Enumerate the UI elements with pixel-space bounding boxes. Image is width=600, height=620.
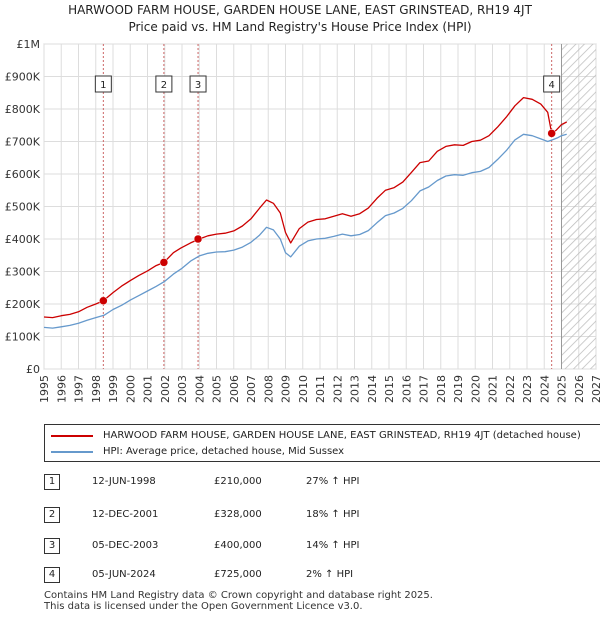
x-tick-label: 1998 bbox=[90, 375, 103, 403]
forecast-region bbox=[561, 44, 596, 369]
y-tick-label: £300K bbox=[5, 266, 41, 279]
x-tick-label: 2013 bbox=[349, 375, 362, 403]
footer: Contains HM Land Registry data © Crown c… bbox=[44, 590, 433, 612]
sale-price-2: £328,000 bbox=[214, 509, 262, 520]
footer-licence: This data is licensed under the Open Gov… bbox=[44, 601, 363, 612]
sale-label-box-4 bbox=[543, 75, 561, 93]
y-tick-label: £100K bbox=[5, 331, 41, 344]
x-tick-label: 1995 bbox=[38, 375, 51, 403]
x-tick-label: 1997 bbox=[73, 375, 86, 403]
x-tick-label: 2019 bbox=[452, 375, 465, 403]
x-tick-label: 2014 bbox=[366, 375, 379, 403]
x-tick-label: 2001 bbox=[142, 375, 155, 403]
x-tick-label: 2004 bbox=[193, 375, 206, 403]
grid bbox=[43, 43, 597, 370]
sale-row-4: 4 05-JUN-2024 £725,000 2% ↑ HPI bbox=[44, 565, 444, 585]
forecast-hatch bbox=[561, 44, 596, 369]
legend-swatch-property bbox=[51, 435, 93, 437]
sale-hpi-3: 14% ↑ HPI bbox=[306, 540, 360, 551]
sale-badge-3: 3 bbox=[44, 538, 60, 554]
y-axis-ticks: £0 £100K £200K £300K £400K £500K £600K £700K £80… bbox=[5, 38, 41, 376]
x-tick-label: 2011 bbox=[314, 375, 327, 403]
x-tick-label: 2005 bbox=[211, 375, 224, 403]
x-tick-label: 2017 bbox=[418, 375, 431, 403]
y-tick-label: £200K bbox=[5, 298, 41, 311]
x-axis-ticks: 1995 1996 1997 1998 1999 2000 2001 2002 2003 2004… bbox=[38, 375, 600, 403]
x-tick-label: 2010 bbox=[297, 375, 310, 403]
x-tick-label: 2002 bbox=[159, 375, 172, 403]
sale-hpi-2: 18% ↑ HPI bbox=[306, 509, 360, 520]
sale-point-1 bbox=[99, 296, 108, 305]
sale-badge-2: 2 bbox=[44, 507, 60, 523]
y-tick-label: £1M bbox=[17, 38, 41, 51]
x-tick-label: 2007 bbox=[245, 375, 258, 403]
sale-price-3: £400,000 bbox=[214, 540, 262, 551]
legend: HARWOOD FARM HOUSE, GARDEN HOUSE LANE, E… bbox=[44, 424, 600, 462]
y-tick-label: £600K bbox=[5, 168, 41, 181]
legend-swatch-hpi bbox=[51, 451, 93, 453]
x-tick-label: 2003 bbox=[176, 375, 189, 403]
x-tick-label: 2012 bbox=[331, 375, 344, 403]
price-chart: 1 2 3 4 £0 £100K £200K £300K £400K £500K £600K £70… bbox=[5, 38, 600, 403]
chart-subtitle: Price paid vs. HM Land Registry's House … bbox=[128, 20, 472, 34]
hpi-line bbox=[43, 133, 567, 329]
sale-points bbox=[99, 129, 556, 305]
sale-row-3: 3 05-DEC-2003 £400,000 14% ↑ HPI bbox=[44, 536, 444, 556]
sale-row-2: 2 12-DEC-2001 £328,000 18% ↑ HPI bbox=[44, 505, 444, 525]
sale-label-box-3 bbox=[189, 75, 207, 93]
sale-hpi-1: 27% ↑ HPI bbox=[306, 476, 360, 487]
sale-date-1: 12-JUN-1998 bbox=[92, 476, 156, 487]
sale-badge-1: 1 bbox=[44, 474, 60, 490]
sale-label-box-2 bbox=[155, 75, 173, 93]
x-tick-label: 2015 bbox=[383, 375, 396, 403]
sale-label-3: 3 bbox=[195, 80, 201, 91]
y-tick-label: £800K bbox=[5, 103, 41, 116]
x-tick-label: 2000 bbox=[124, 375, 137, 403]
sale-label-box-1 bbox=[94, 75, 112, 93]
x-tick-label: 2018 bbox=[435, 375, 448, 403]
x-tick-label: 2009 bbox=[280, 375, 293, 403]
x-tick-label: 2016 bbox=[400, 375, 413, 403]
sale-hpi-4: 2% ↑ HPI bbox=[306, 569, 354, 580]
x-tick-label: 2023 bbox=[521, 375, 534, 403]
x-tick-label: 2026 bbox=[573, 375, 586, 403]
x-tick-label: 1999 bbox=[107, 375, 120, 403]
sale-point-4 bbox=[547, 129, 556, 138]
y-tick-label: £400K bbox=[5, 233, 41, 246]
x-tick-label: 2022 bbox=[504, 375, 517, 403]
sale-price-4: £725,000 bbox=[214, 569, 262, 580]
footer-copyright: Contains HM Land Registry data © Crown c… bbox=[44, 590, 433, 601]
chart-title: HARWOOD FARM HOUSE, GARDEN HOUSE LANE, E… bbox=[68, 3, 532, 17]
sale-price-1: £210,000 bbox=[214, 476, 262, 487]
sale-labels: 1 2 3 4 bbox=[94, 75, 561, 93]
y-tick-label: £900K bbox=[5, 71, 41, 84]
sale-badge-4: 4 bbox=[44, 567, 60, 583]
x-tick-label: 2021 bbox=[487, 375, 500, 403]
x-tick-label: 2025 bbox=[556, 375, 569, 403]
sale-date-3: 05-DEC-2003 bbox=[92, 540, 159, 551]
x-tick-label: 2027 bbox=[590, 375, 600, 403]
y-tick-label: £500K bbox=[5, 201, 41, 214]
y-tick-label: £0 bbox=[26, 363, 40, 376]
x-tick-label: 2020 bbox=[469, 375, 482, 403]
x-tick-label: 1996 bbox=[55, 375, 68, 403]
y-tick-label: £700K bbox=[5, 136, 41, 149]
sale-date-2: 12-DEC-2001 bbox=[92, 509, 159, 520]
sale-label-4: 4 bbox=[548, 80, 554, 91]
series-lines bbox=[43, 96, 567, 329]
legend-label-hpi: HPI: Average price, detached house, Mid … bbox=[103, 446, 345, 457]
x-tick-label: 2006 bbox=[228, 375, 241, 403]
sale-label-2: 2 bbox=[161, 80, 167, 91]
property-price-line bbox=[43, 96, 567, 319]
x-tick-label: 2008 bbox=[262, 375, 275, 403]
sale-date-4: 05-JUN-2024 bbox=[92, 569, 156, 580]
legend-label-property: HARWOOD FARM HOUSE, GARDEN HOUSE LANE, E… bbox=[103, 430, 581, 441]
x-tick-label: 2024 bbox=[538, 375, 551, 403]
sale-point-3 bbox=[193, 234, 203, 244]
sale-point-2 bbox=[159, 258, 169, 267]
sale-row-1: 1 12-JUN-1998 £210,000 27% ↑ HPI bbox=[44, 472, 444, 492]
sale-label-1: 1 bbox=[100, 80, 106, 91]
